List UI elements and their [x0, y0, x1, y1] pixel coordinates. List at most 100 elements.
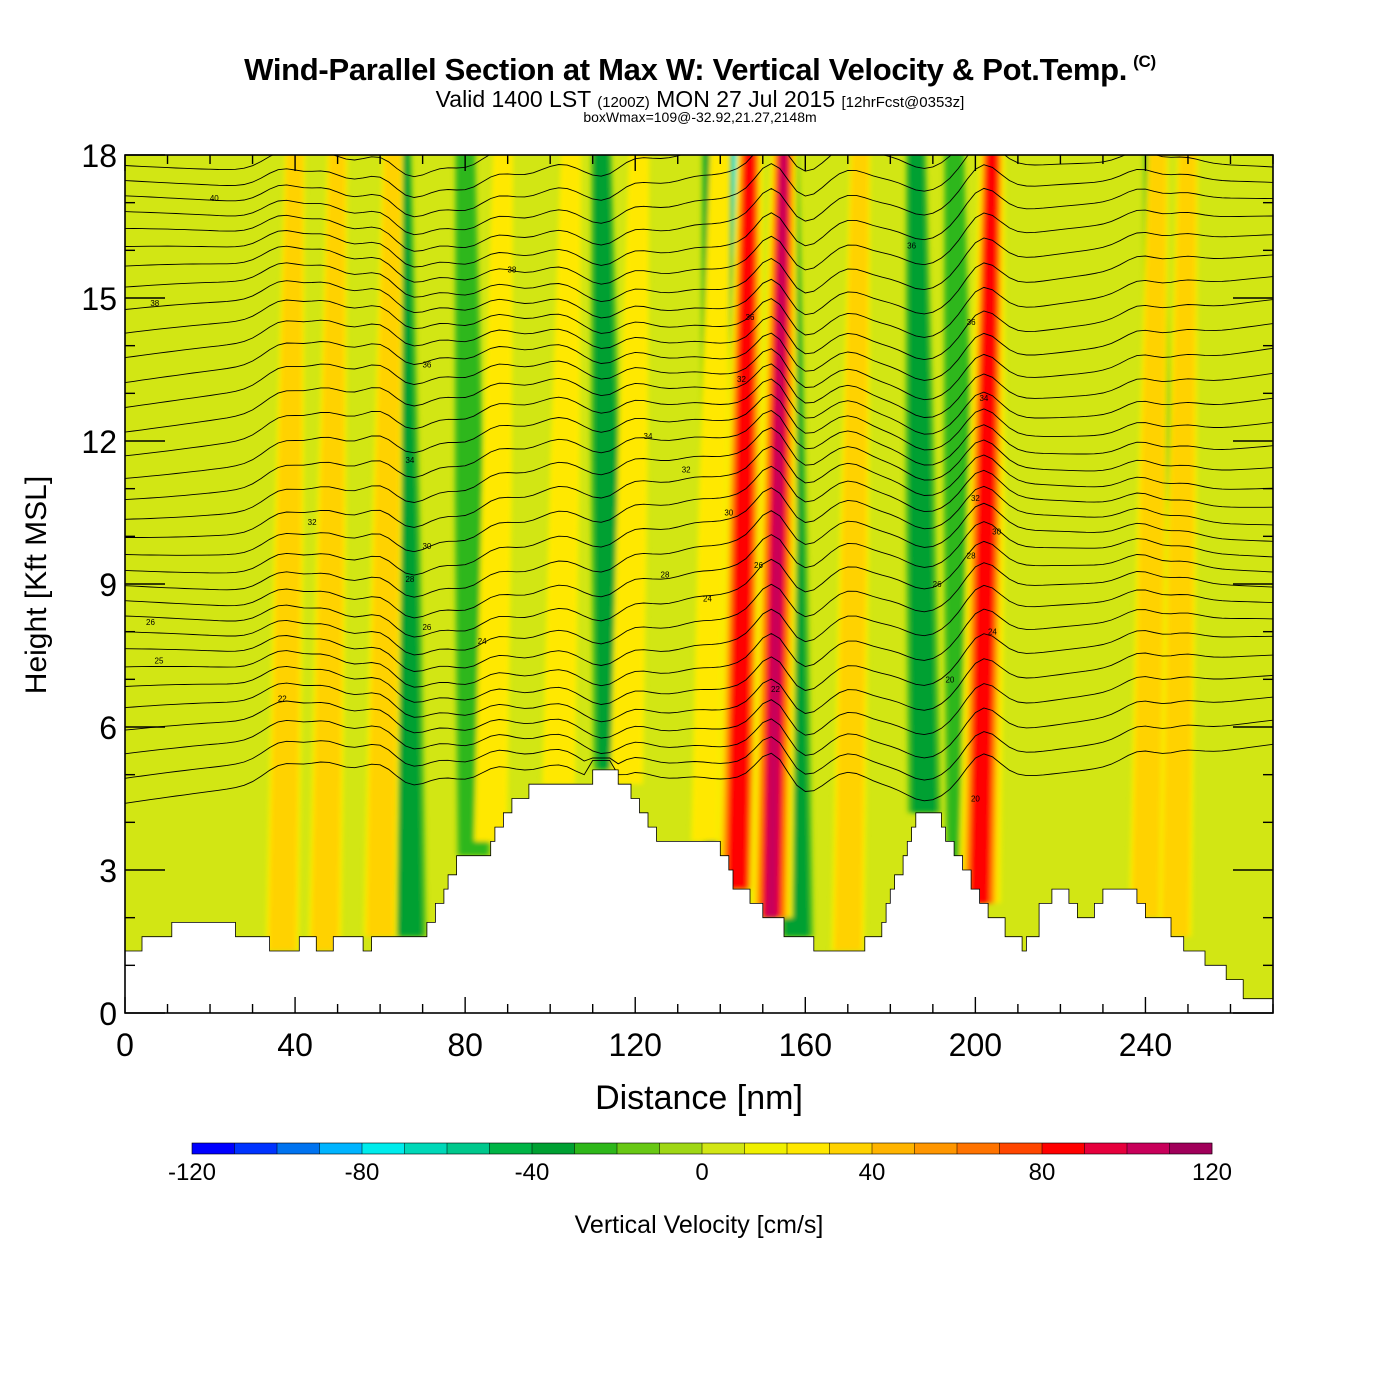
contour-label: 26: [754, 561, 763, 570]
contour-label: 38: [507, 265, 516, 274]
updraft-band: [1132, 155, 1167, 918]
y-tick-label: 3: [99, 853, 117, 889]
colorbar-swatch: [362, 1143, 405, 1154]
y-tick-label: 15: [81, 281, 117, 317]
updraft-band: [366, 155, 401, 937]
contour-label: 26: [146, 618, 155, 627]
isentrope-line: [125, 540, 1273, 638]
colorbar-swatch: [447, 1143, 490, 1154]
colorbar-tick-label: -80: [345, 1159, 380, 1186]
colorbar: -120 -80 -40 0 40 80 120: [168, 1142, 1232, 1186]
isentrope-line: [125, 562, 1273, 656]
contour-label: 26: [933, 580, 942, 589]
updraft-band: [834, 155, 869, 951]
contour-label: 34: [405, 456, 414, 465]
terrain-mask: [125, 769, 1273, 1013]
isentrope-line: [125, 584, 1273, 672]
colorbar-swatch: [617, 1143, 660, 1154]
contour-label: 32: [682, 466, 691, 475]
colorbar-swatch: [999, 1143, 1043, 1154]
colorbar-tick-label: 120: [1192, 1159, 1232, 1186]
updraft-band: [268, 155, 303, 951]
contour-label: 32: [971, 494, 980, 503]
colorbar-swatch: [744, 1143, 788, 1154]
isentrope-line: [125, 465, 1273, 556]
colorbar-tick-label: 0: [695, 1159, 708, 1186]
y-tick-label: 18: [81, 138, 117, 174]
colorbar-swatch: [872, 1143, 915, 1154]
colorbar-label: Vertical Velocity [cm/s]: [575, 1211, 824, 1239]
colorbar-swatch: [1084, 1143, 1128, 1154]
isentrope-line: [125, 66, 1273, 155]
colorbar-tick-label: 40: [859, 1159, 886, 1186]
isentrope-line: [125, 299, 1273, 361]
colorbar-swatch: [234, 1143, 278, 1154]
contour-label: 22: [278, 694, 287, 703]
contour-label: 30: [992, 528, 1001, 537]
isentrope-line: [125, 155, 683, 198]
contour-label: 40: [210, 194, 219, 203]
isentrope-line: [125, 187, 1273, 268]
x-tick-label: 80: [447, 1027, 483, 1063]
colorbar-swatch: [404, 1143, 448, 1154]
y-tick-label: 12: [81, 424, 117, 460]
contour-label: 24: [703, 594, 712, 603]
contour-label: 20: [971, 795, 980, 804]
contour-label: 38: [150, 299, 159, 308]
y-tick-label: 6: [99, 710, 117, 746]
isentrope-line: [125, 719, 1273, 781]
colorbar-swatch: [957, 1143, 1000, 1154]
x-tick-label: 240: [1119, 1027, 1172, 1063]
colorbar-swatch: [1127, 1143, 1170, 1154]
contour-label: 36: [422, 361, 431, 370]
updraft-band: [969, 155, 999, 904]
x-tick-label: 120: [609, 1027, 662, 1063]
updraft-band: [766, 155, 787, 918]
copyright-mark: (C): [1133, 52, 1156, 71]
colorbar-swatch: [1042, 1143, 1085, 1154]
updraft-band: [475, 155, 513, 842]
terrain-outline: [125, 769, 1273, 1000]
x-axis-label: Distance [nm]: [595, 1079, 803, 1117]
contour-label: 32: [308, 518, 317, 527]
isentrope-line: [125, 231, 1273, 303]
colorbar-swatch: [914, 1143, 958, 1154]
isentrope-line: [125, 254, 1273, 319]
isentrope-line: [125, 164, 1273, 252]
y-tick-label: 9: [99, 567, 117, 603]
colorbar-swatch: [659, 1143, 703, 1154]
x-tick-label: 200: [949, 1027, 1002, 1063]
x-tick-label: 0: [116, 1027, 134, 1063]
isentrope-line: [125, 323, 1273, 384]
contour-label: 20: [945, 675, 954, 684]
contour-label: 34: [979, 394, 988, 403]
colorbar-swatch: [319, 1143, 363, 1154]
isentrope-line: [125, 427, 1273, 520]
contour-label: 36: [907, 242, 916, 251]
contour-label: 36: [967, 318, 976, 327]
isentrope-line: [125, 608, 1273, 688]
contour-label: 24: [478, 637, 487, 646]
colorbar-swatch: [489, 1143, 533, 1154]
x-tick-label: 160: [779, 1027, 832, 1063]
box-wmax-caption: boxWmax=109@-32.92,21.27,2148m: [583, 109, 817, 125]
isentrope-line: [125, 155, 952, 218]
updraft-band: [311, 155, 346, 951]
colorbar-swatch: [532, 1143, 575, 1154]
isentrope-line: [125, 445, 1273, 538]
isentrope-line: [125, 276, 1273, 338]
chart-subtitle: Valid 1400 LST (1200Z) MON 27 Jul 2015 […: [435, 86, 965, 112]
isentrope-line: [125, 521, 1273, 619]
contour-label: 28: [967, 551, 976, 560]
colorbar-tick-label: 80: [1029, 1159, 1056, 1186]
velocity-field: 40 38 38 36 36 36 36 34 34 34 32 32 32 32 30 30 30 28 28 28…: [125, 66, 1273, 1013]
x-tick-label: 40: [277, 1027, 313, 1063]
y-tick-label: 0: [99, 996, 117, 1032]
contour-label: 24: [988, 628, 997, 637]
contour-label: 30: [724, 509, 733, 518]
isentrope-line: [125, 696, 1273, 759]
colorbar-swatch: [192, 1143, 235, 1154]
colorbar-swatch: [277, 1143, 320, 1154]
